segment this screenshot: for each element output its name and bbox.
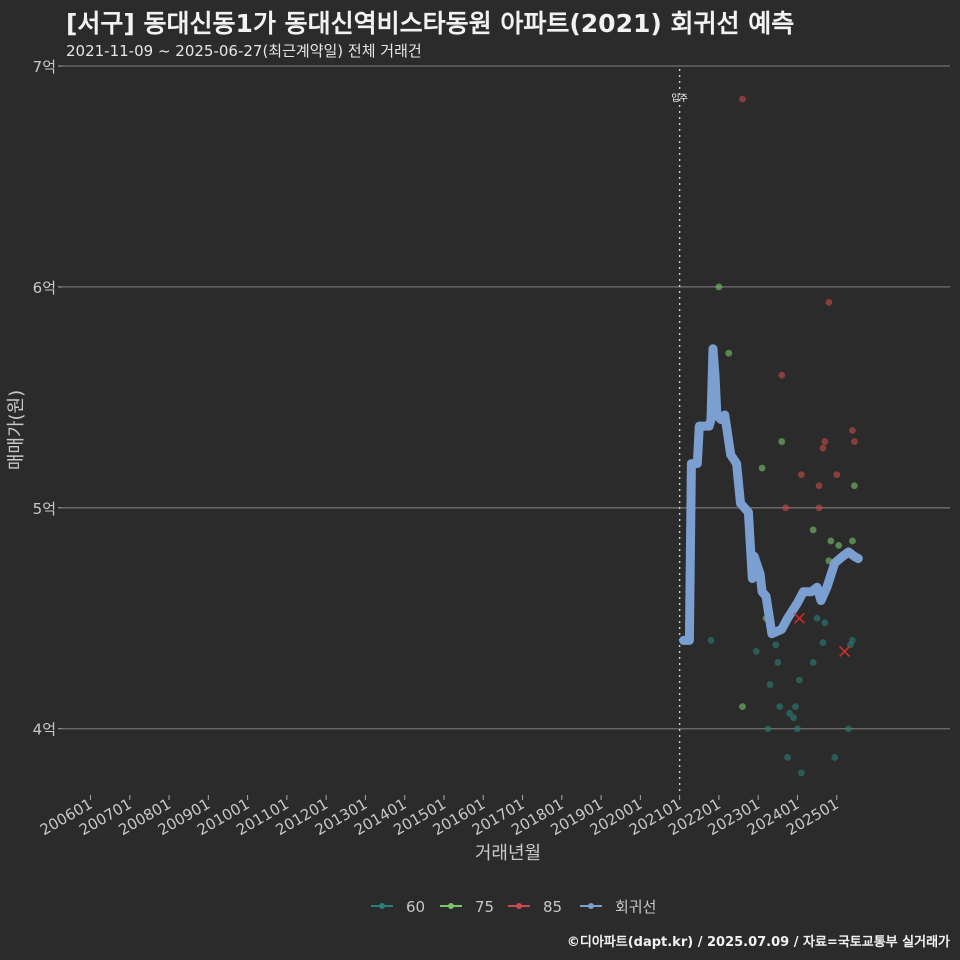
point-85: [849, 427, 856, 434]
legend-item: 85: [508, 898, 562, 916]
legend-item: 60: [371, 898, 425, 916]
point-60: [813, 614, 821, 622]
point-75: [827, 537, 835, 545]
point-60: [845, 725, 852, 733]
point-75: [809, 526, 817, 534]
chart-subtitle: 2021-11-09 ~ 2025-06-27(최근계약일) 전체 거래건: [66, 42, 422, 60]
point-60: [831, 754, 839, 761]
legend-label: 회귀선: [615, 898, 656, 916]
regression-path: [679, 344, 863, 645]
y-tick-label: 6억: [33, 279, 56, 297]
point-60: [707, 636, 715, 644]
point-60: [752, 648, 760, 655]
point-85: [797, 471, 805, 479]
point-85: [833, 471, 841, 479]
point-60: [766, 681, 774, 688]
cancelled-x-icon: [793, 612, 805, 624]
point-75: [849, 537, 856, 545]
y-axis-label: 매매가(원): [6, 390, 27, 470]
point-75: [835, 541, 843, 549]
legend-item: 회귀선: [580, 898, 656, 916]
point-85: [778, 371, 786, 379]
point-60: [786, 709, 793, 717]
y-tick-label: 5억: [33, 500, 56, 518]
grid-lines: [62, 65, 950, 730]
legend-dot: [448, 903, 454, 909]
legend-dot: [379, 903, 385, 909]
legend-label: 85: [543, 898, 562, 916]
move-in-label: 입주: [671, 92, 688, 104]
point-85: [821, 438, 829, 445]
point-60: [792, 703, 799, 711]
point-85: [819, 444, 827, 452]
legend-label: 60: [406, 898, 425, 916]
point-60: [796, 676, 803, 684]
point-75: [758, 464, 766, 472]
point-60: [776, 703, 784, 711]
legend-item: 75: [440, 898, 494, 916]
point-75: [715, 283, 723, 291]
legend-dot: [588, 903, 594, 909]
point-85: [815, 482, 823, 490]
legend: 60 75 85 회귀선: [371, 898, 656, 916]
y-tick-label: 4억: [33, 721, 56, 739]
point-60: [809, 659, 817, 666]
x-axis-label: 거래년월: [475, 843, 541, 864]
point-60: [790, 714, 797, 722]
source-caption: ©디아파트(dapt.kr) / 2025.07.09 / 자료=국토교통부 실…: [566, 935, 950, 950]
point-60: [774, 659, 782, 666]
cancelled-x-icon: [839, 645, 851, 657]
cancel-stroke: [793, 612, 805, 624]
x-axis-ticks: 2006012007012008012009012010012011012012…: [37, 795, 842, 839]
regression-line: [679, 344, 863, 645]
point-60: [772, 641, 780, 649]
point-60: [797, 769, 805, 777]
point-85: [850, 438, 858, 445]
move-in-annotation: 입주: [671, 69, 688, 795]
point-75: [739, 703, 746, 711]
cancelled-markers: [793, 612, 851, 657]
point-60: [821, 619, 829, 627]
point-85: [825, 298, 833, 306]
point-75: [850, 482, 858, 490]
legend-dot: [516, 903, 522, 909]
y-tick-label: 7억: [33, 58, 56, 76]
point-85: [739, 95, 746, 103]
point-60: [764, 725, 772, 733]
cancel-stroke: [839, 645, 851, 657]
point-60: [794, 725, 801, 733]
point-60: [849, 636, 856, 644]
chart-title: [서구] 동대신동1가 동대신역비스타동원 아파트(2021) 회귀선 예측: [66, 9, 795, 38]
point-75: [778, 438, 786, 445]
y-axis-ticks: 4억 5억 6억 7억: [33, 58, 62, 739]
point-60: [819, 639, 827, 646]
point-60: [784, 754, 792, 761]
point-85: [815, 504, 823, 512]
point-85: [782, 504, 790, 512]
point-75: [725, 349, 733, 357]
legend-label: 75: [475, 898, 494, 916]
